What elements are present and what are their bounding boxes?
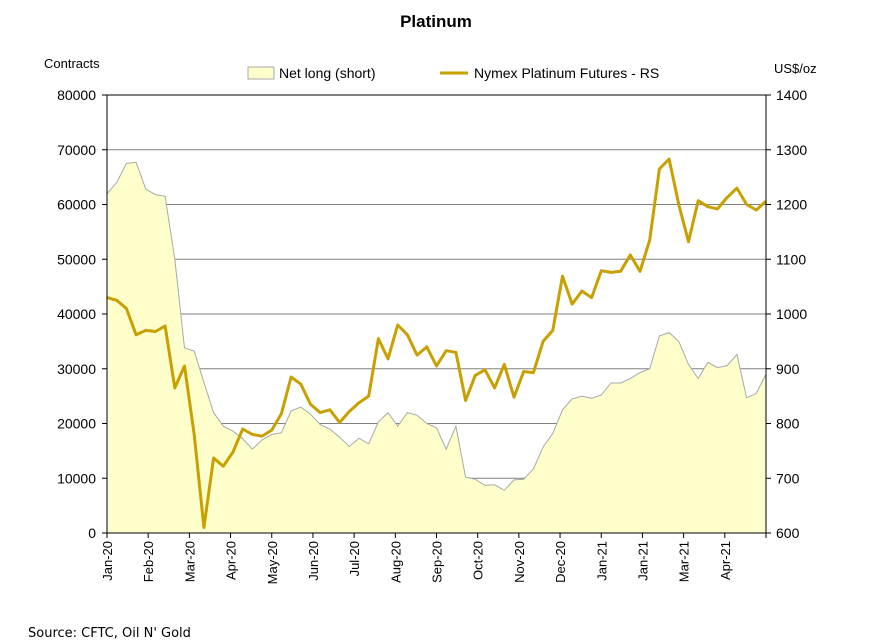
- left-axis-label: Contracts: [44, 56, 100, 71]
- x-tick-label: Aug-20: [388, 541, 403, 583]
- platinum-price-line-layer: [106, 157, 768, 529]
- legend: Net long (short) Nymex Platinum Futures …: [247, 65, 659, 81]
- x-tick-label: Nov-20: [512, 541, 527, 583]
- legend-swatch-net-long: [247, 66, 275, 80]
- left-axis-ticks: 0 10000 20000 30000 40000 50000 60000 70000 8000…: [57, 87, 107, 541]
- x-tick-label: Jan-21: [635, 541, 650, 581]
- net-long-area-outline: [106, 161, 767, 491]
- x-axis-ticks: Jan-20 Feb-20 Mar-20 Apr-20 May-20 Jun-20 Jul-…: [100, 533, 767, 584]
- x-tick-label: May-20: [265, 541, 280, 584]
- x-tick-label: Feb-20: [141, 541, 156, 582]
- x-tick-label: Mar-20: [182, 541, 197, 582]
- left-tick-label: 50000: [57, 251, 96, 267]
- x-tick-label: Jan-20: [100, 541, 115, 581]
- right-tick-label: 900: [776, 361, 800, 377]
- right-axis-ticks: 600 700 800 900 1000 1100 1200 1300 1400: [766, 87, 807, 541]
- right-tick-label: 1000: [776, 306, 807, 322]
- x-tick-label: Mar-21: [677, 541, 692, 582]
- left-tick-label: 20000: [57, 416, 96, 432]
- left-tick-label: 30000: [57, 361, 96, 377]
- right-tick-label: 700: [776, 470, 800, 486]
- platinum-price-line: [106, 157, 768, 529]
- x-tick-label: Oct-20: [471, 541, 486, 580]
- left-tick-label: 0: [88, 525, 96, 541]
- x-tick-label: Apr-20: [224, 541, 239, 580]
- x-tick-label: Sep-20: [430, 541, 445, 583]
- left-tick-label: 60000: [57, 197, 96, 213]
- net-long-area-layer: [106, 161, 767, 534]
- source-note: Source: CFTC, Oil N' Gold: [28, 626, 191, 641]
- right-tick-label: 800: [776, 416, 800, 432]
- legend-label-platinum-futures: Nymex Platinum Futures - RS: [474, 65, 659, 81]
- x-tick-label: Apr-21: [718, 541, 733, 580]
- right-axis-label: US$/oz: [774, 61, 817, 76]
- x-tick-label: Dec-20: [553, 541, 568, 583]
- left-tick-label: 70000: [57, 142, 96, 158]
- net-long-area: [107, 162, 766, 534]
- left-tick-label: 40000: [57, 306, 96, 322]
- legend-label-net-long: Net long (short): [279, 65, 375, 81]
- x-tick-label: Jul-20: [347, 541, 362, 576]
- x-tick-label: Jun-20: [306, 541, 321, 581]
- right-tick-label: 1400: [776, 87, 807, 103]
- x-tick-label: Jan-21: [594, 541, 609, 581]
- left-tick-label: 80000: [57, 87, 96, 103]
- right-tick-label: 1300: [776, 142, 807, 158]
- left-tick-label: 10000: [57, 470, 96, 486]
- right-tick-label: 1200: [776, 197, 807, 213]
- chart-title: Platinum: [400, 12, 472, 31]
- right-tick-label: 1100: [776, 251, 806, 267]
- right-tick-label: 600: [776, 525, 800, 541]
